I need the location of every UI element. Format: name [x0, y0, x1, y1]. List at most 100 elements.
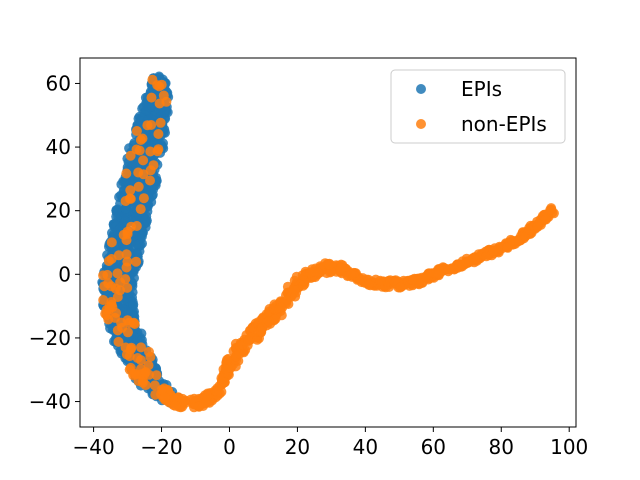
non-epis-point [156, 384, 167, 395]
non-epis-point [305, 267, 316, 278]
non-epis-point [131, 144, 142, 155]
plot-frame [79, 57, 577, 428]
non-epis-point [363, 279, 374, 290]
non-epis-point [131, 256, 142, 267]
non-epis-point [115, 285, 126, 296]
non-epis-point [464, 257, 475, 268]
non-epis-point [154, 81, 165, 92]
non-epis-point [252, 334, 263, 345]
x-tick-label: 60 [421, 435, 446, 459]
x-axis: −40 −20 0 20 40 60 80 100 [72, 427, 588, 459]
non-epis-point [146, 120, 157, 130]
epis-point [133, 239, 144, 250]
legend-marker-epis [416, 84, 426, 94]
non-epis-point [488, 245, 499, 256]
non-epis-point [346, 269, 357, 280]
non-epis-point [104, 304, 115, 315]
x-tick-label: 0 [223, 435, 236, 459]
non-epis-point [222, 354, 233, 365]
non-epis-point [375, 275, 386, 286]
non-epis-point [121, 249, 132, 260]
non-epis-point [122, 327, 133, 338]
legend-label-epis: EPIs [461, 77, 502, 101]
non-epis-point [546, 204, 557, 215]
x-tick-label: 80 [489, 435, 514, 459]
y-tick-label: −20 [29, 326, 71, 350]
non-epis-point [113, 336, 124, 347]
non-epis-point [289, 283, 300, 294]
non-epis-point [532, 221, 543, 232]
non-epis-point [126, 221, 137, 232]
non-epis-point [126, 342, 137, 353]
non-epis-point [324, 259, 335, 270]
non-epis-point [193, 401, 204, 412]
legend-marker-non-epis [416, 119, 426, 129]
non-epis-point [243, 336, 254, 346]
x-tick-label: 100 [550, 435, 588, 459]
non-epis-point [135, 135, 146, 145]
non-epis-point [540, 214, 551, 225]
non-epis-point [275, 302, 286, 313]
y-tick-label: 0 [58, 262, 71, 286]
non-epis-point [210, 385, 221, 396]
non-epis-point [395, 282, 406, 293]
non-epis-point [113, 250, 124, 261]
legend-label-non-epis: non-EPIs [461, 112, 547, 136]
non-epis-point [120, 274, 131, 285]
non-epis-point [132, 353, 143, 363]
y-tick-label: 60 [46, 71, 71, 95]
x-tick-label: −40 [72, 435, 114, 459]
non-epis-point [202, 390, 213, 401]
epis-point [128, 299, 139, 310]
epis-point [136, 335, 147, 345]
epis-point [120, 203, 131, 214]
x-tick-label: −20 [140, 435, 182, 459]
non-epis-point [146, 92, 157, 103]
non-epis-point [161, 96, 172, 107]
non-epis-point [124, 364, 135, 375]
non-epis-point [103, 256, 114, 266]
non-epis-point [255, 326, 266, 337]
x-tick-label: 20 [285, 435, 310, 459]
non-epis-point [103, 314, 114, 325]
non-epis-point [433, 268, 443, 279]
non-epis-point [222, 362, 233, 373]
non-epis-point [124, 193, 135, 204]
non-epis-point [408, 275, 419, 285]
x-tick-label: 40 [353, 435, 378, 459]
non-epis-point [106, 297, 117, 307]
non-epis-point [103, 278, 114, 289]
non-epis-point [118, 229, 129, 240]
non-epis-point [122, 256, 133, 267]
non-epis-point [151, 370, 162, 381]
non-epis-point [112, 268, 123, 279]
non-epis-point [283, 299, 294, 309]
non-epis-point [137, 377, 148, 388]
y-tick-label: −40 [29, 390, 71, 414]
epis-point [136, 231, 147, 242]
legend: EPIs non-EPIs [390, 69, 566, 144]
non-epis-point [98, 295, 109, 305]
non-epis-point [145, 351, 156, 362]
non-epis-point [234, 349, 245, 359]
non-epis-point [145, 146, 156, 157]
epis-point [141, 105, 152, 116]
non-epis-point [138, 155, 149, 166]
non-epis-point [125, 150, 136, 161]
non-epis-point [264, 316, 274, 327]
non-epis-point [145, 175, 155, 186]
non-epis-point [133, 181, 144, 192]
legend-box [390, 69, 566, 144]
non-epis-point [138, 193, 149, 204]
epis-point [158, 106, 169, 117]
non-epis-point [313, 268, 324, 279]
non-epis-point [290, 291, 301, 302]
non-epis-point [502, 242, 513, 253]
non-epis-point [147, 74, 158, 85]
y-tick-label: 40 [46, 135, 71, 159]
non-epis-point [138, 169, 149, 180]
points-layer [97, 71, 559, 413]
non-epis-point [335, 264, 346, 275]
non-epis-point [135, 204, 146, 215]
